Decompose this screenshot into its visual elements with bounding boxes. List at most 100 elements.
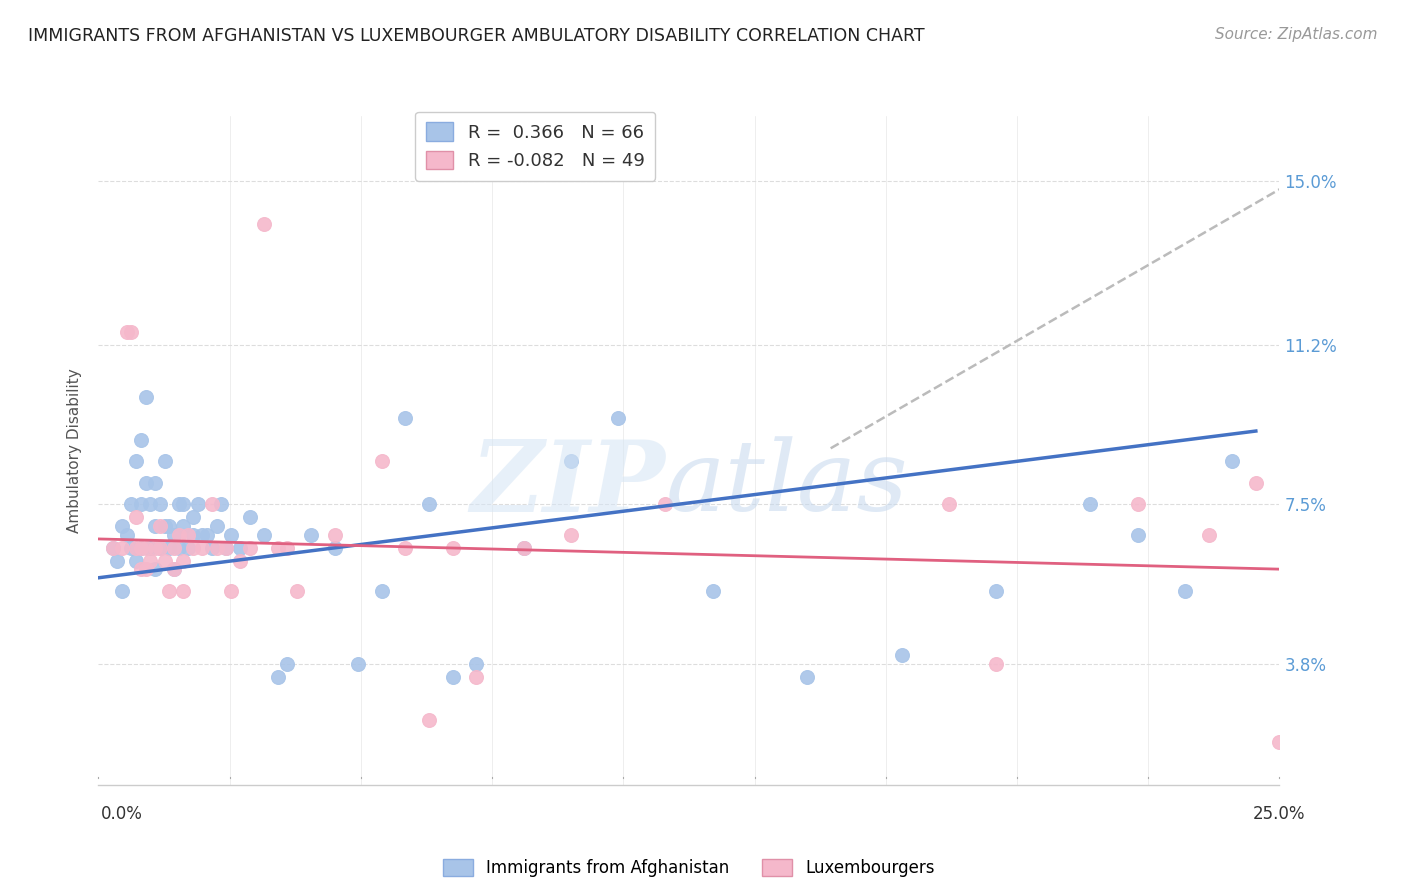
Point xyxy=(323,541,346,555)
Point xyxy=(938,497,960,511)
Point xyxy=(172,583,194,598)
Point xyxy=(167,541,190,555)
Point xyxy=(512,541,534,555)
Point xyxy=(172,553,194,567)
Point xyxy=(201,541,224,555)
Point xyxy=(465,657,488,672)
Legend: Immigrants from Afghanistan, Luxembourgers: Immigrants from Afghanistan, Luxembourge… xyxy=(436,852,942,884)
Point xyxy=(149,541,172,555)
Point xyxy=(115,325,138,339)
Point xyxy=(167,527,190,541)
Point xyxy=(1126,527,1149,541)
Point xyxy=(239,541,262,555)
Point xyxy=(267,541,290,555)
Point xyxy=(1244,475,1267,490)
Point xyxy=(1174,583,1197,598)
Point xyxy=(371,583,394,598)
Point xyxy=(143,519,166,533)
Point xyxy=(229,541,252,555)
Point xyxy=(177,541,200,555)
Text: atlas: atlas xyxy=(665,436,908,532)
Point xyxy=(121,497,143,511)
Point xyxy=(195,527,218,541)
Point xyxy=(607,411,630,425)
Point xyxy=(394,541,416,555)
Point xyxy=(143,541,166,555)
Point xyxy=(299,527,322,541)
Point xyxy=(796,670,818,684)
Point xyxy=(187,497,209,511)
Point xyxy=(560,527,582,541)
Point xyxy=(347,657,370,672)
Text: 25.0%: 25.0% xyxy=(1253,805,1305,822)
Point xyxy=(105,553,128,567)
Point xyxy=(984,657,1007,672)
Point xyxy=(560,454,582,468)
Point xyxy=(890,648,912,663)
Point xyxy=(253,217,276,231)
Point xyxy=(441,670,464,684)
Point xyxy=(163,562,186,576)
Point xyxy=(149,497,172,511)
Point xyxy=(1198,527,1220,541)
Point xyxy=(702,583,724,598)
Point xyxy=(239,510,262,524)
Point xyxy=(163,541,186,555)
Point xyxy=(984,583,1007,598)
Point xyxy=(181,510,204,524)
Point xyxy=(153,553,176,567)
Point xyxy=(209,497,232,511)
Point xyxy=(285,583,308,598)
Point xyxy=(157,583,180,598)
Point xyxy=(135,562,157,576)
Point xyxy=(157,519,180,533)
Point xyxy=(139,497,162,511)
Point xyxy=(172,519,194,533)
Point xyxy=(267,670,290,684)
Point xyxy=(418,713,440,727)
Point xyxy=(139,553,162,567)
Point xyxy=(143,475,166,490)
Point xyxy=(101,541,124,555)
Point xyxy=(1268,735,1291,749)
Point xyxy=(153,519,176,533)
Text: IMMIGRANTS FROM AFGHANISTAN VS LUXEMBOURGER AMBULATORY DISABILITY CORRELATION CH: IMMIGRANTS FROM AFGHANISTAN VS LUXEMBOUR… xyxy=(28,27,925,45)
Point xyxy=(143,562,166,576)
Point xyxy=(172,497,194,511)
Point xyxy=(149,541,172,555)
Point xyxy=(1126,497,1149,511)
Text: 0.0%: 0.0% xyxy=(101,805,143,822)
Point xyxy=(512,541,534,555)
Point xyxy=(191,541,214,555)
Point xyxy=(163,527,186,541)
Point xyxy=(205,541,228,555)
Point xyxy=(135,475,157,490)
Point xyxy=(135,541,157,555)
Point xyxy=(115,527,138,541)
Point xyxy=(191,527,214,541)
Point xyxy=(215,541,238,555)
Point xyxy=(201,497,224,511)
Point xyxy=(215,541,238,555)
Point xyxy=(219,583,242,598)
Point xyxy=(129,497,152,511)
Point xyxy=(167,497,190,511)
Point xyxy=(219,527,242,541)
Point xyxy=(418,497,440,511)
Point xyxy=(1080,497,1102,511)
Point xyxy=(157,541,180,555)
Point xyxy=(129,541,152,555)
Point xyxy=(129,433,152,447)
Point xyxy=(135,390,157,404)
Point xyxy=(121,541,143,555)
Point xyxy=(229,553,252,567)
Point xyxy=(149,519,172,533)
Point xyxy=(129,541,152,555)
Point xyxy=(125,553,148,567)
Point xyxy=(153,454,176,468)
Point xyxy=(441,541,464,555)
Point xyxy=(111,519,134,533)
Point xyxy=(101,541,124,555)
Point xyxy=(121,325,143,339)
Point xyxy=(181,527,204,541)
